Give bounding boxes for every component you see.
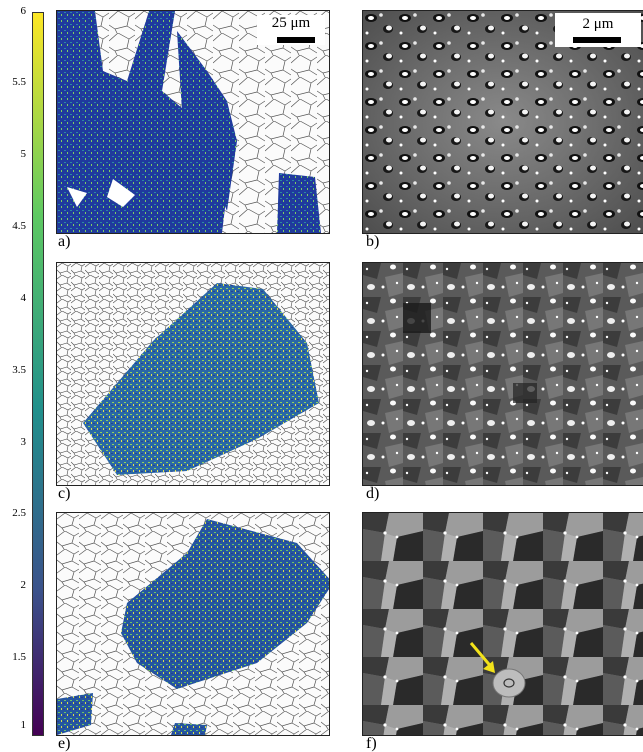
panel-a-ebsd-map: 25 μm xyxy=(56,10,330,234)
panel-label-a: a) xyxy=(58,233,71,250)
panel-b-sem-image: 2 μm xyxy=(362,10,643,234)
colorbar-tick-1.5: 1.5 xyxy=(12,651,26,663)
colorbar-tick-2.5: 2.5 xyxy=(12,507,26,519)
colorbar-tick-3.5: 3.5 xyxy=(12,364,26,376)
annotation-arrow-icon xyxy=(469,642,495,673)
colorbar-tick-5.5: 5.5 xyxy=(12,76,26,88)
panel-d-sem-image xyxy=(362,262,643,486)
colorbar-tick-4.5: 4.5 xyxy=(12,220,26,232)
panel-label-d: d) xyxy=(366,485,380,502)
panel-f-sem-image xyxy=(362,512,643,736)
panel-e-ebsd-map xyxy=(56,512,330,736)
colorbar-tick-6: 6 xyxy=(20,5,27,17)
colorbar-tick-5: 5 xyxy=(20,148,27,160)
panel-label-b: b) xyxy=(366,233,380,250)
panel-label-f: f) xyxy=(366,735,377,752)
panel-label-c: c) xyxy=(58,485,71,502)
colorbar-tick-1: 1 xyxy=(20,719,27,731)
panel-label-e: e) xyxy=(58,735,71,752)
scale-label-b: 2 μm xyxy=(582,16,614,32)
colorbar xyxy=(32,12,44,736)
scale-bar-b xyxy=(573,37,621,43)
colorbar-tick-3: 3 xyxy=(20,436,27,448)
panel-c-ebsd-map xyxy=(56,262,330,486)
scale-label-a: 25 μm xyxy=(271,15,311,31)
colorbar-tick-4: 4 xyxy=(20,292,27,304)
scale-bar-a xyxy=(277,37,315,43)
colorbar-tick-2: 2 xyxy=(20,579,27,591)
